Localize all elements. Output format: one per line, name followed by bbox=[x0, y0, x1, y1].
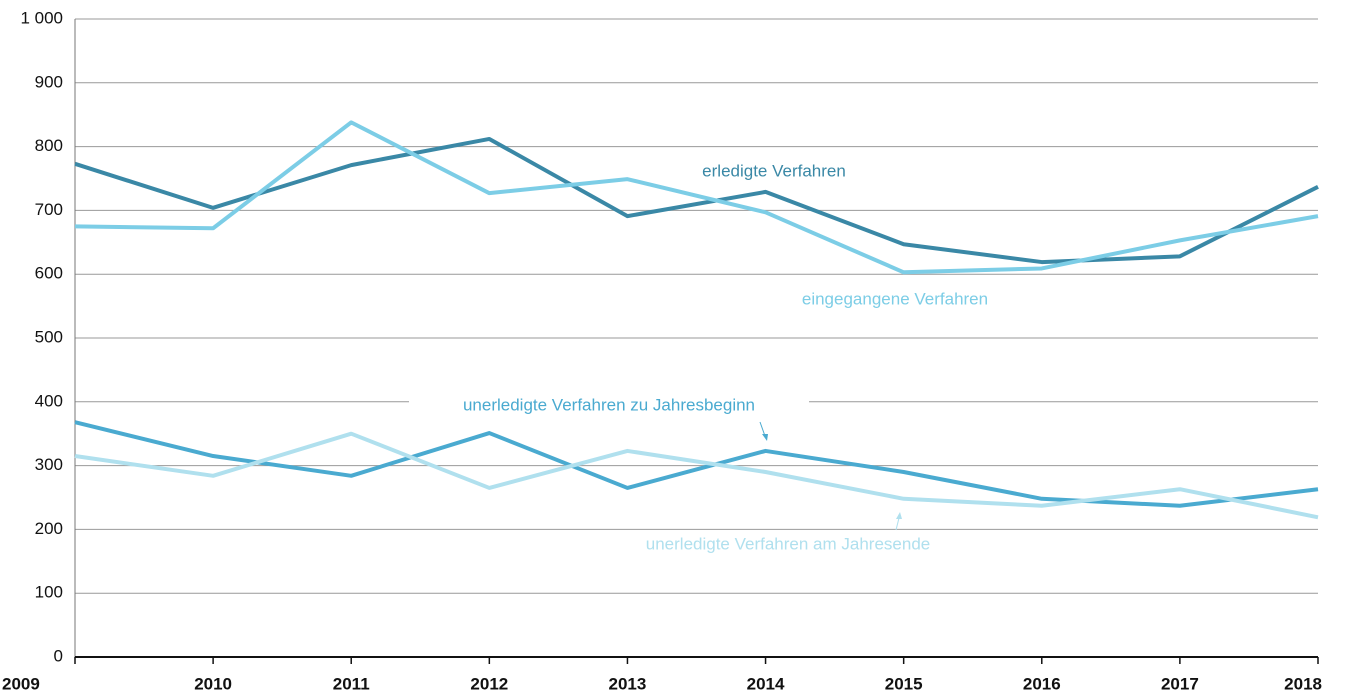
series-line bbox=[74, 136, 1319, 265]
y-tick-label: 400 bbox=[35, 391, 63, 410]
x-tick-label: 2017 bbox=[1161, 674, 1199, 693]
x-tick-label: 2010 bbox=[194, 674, 232, 693]
y-tick-label: 0 bbox=[54, 646, 63, 665]
x-tick-label: 2014 bbox=[747, 674, 785, 693]
y-tick-label: 700 bbox=[35, 200, 63, 219]
x-tick-label: 2016 bbox=[1023, 674, 1061, 693]
y-tick-label: 100 bbox=[35, 583, 63, 602]
y-tick-label: 900 bbox=[35, 72, 63, 91]
y-tick-label: 200 bbox=[35, 519, 63, 538]
series-label: unerledigte Verfahren am Jahresende bbox=[646, 534, 930, 553]
series-label: erledigte Verfahren bbox=[702, 161, 846, 180]
arrow-head bbox=[762, 434, 768, 441]
arrow bbox=[895, 517, 900, 531]
arrow bbox=[759, 421, 766, 437]
x-tick-label: 2015 bbox=[885, 674, 923, 693]
arrow-head bbox=[896, 512, 902, 519]
y-tick-label: 1 000 bbox=[20, 8, 63, 27]
series-line bbox=[74, 431, 1319, 520]
series-line bbox=[74, 120, 1319, 275]
y-tick-label: 300 bbox=[35, 455, 63, 474]
x-tick-label: 2018 bbox=[1284, 674, 1322, 693]
series-line bbox=[74, 420, 1319, 508]
x-tick-label: 2012 bbox=[470, 674, 508, 693]
y-tick-label: 500 bbox=[35, 327, 63, 346]
x-tick-label: 2011 bbox=[333, 674, 370, 693]
x-tick-label: 2013 bbox=[609, 674, 647, 693]
y-tick-label: 600 bbox=[35, 264, 63, 283]
label-bg bbox=[409, 394, 809, 418]
series-label: eingegangene Verfahren bbox=[802, 289, 988, 308]
y-tick-label: 800 bbox=[35, 136, 63, 155]
x-tick-label: 2009 bbox=[2, 674, 40, 693]
series-label: unerledigte Verfahren zu Jahresbeginn bbox=[463, 395, 755, 414]
